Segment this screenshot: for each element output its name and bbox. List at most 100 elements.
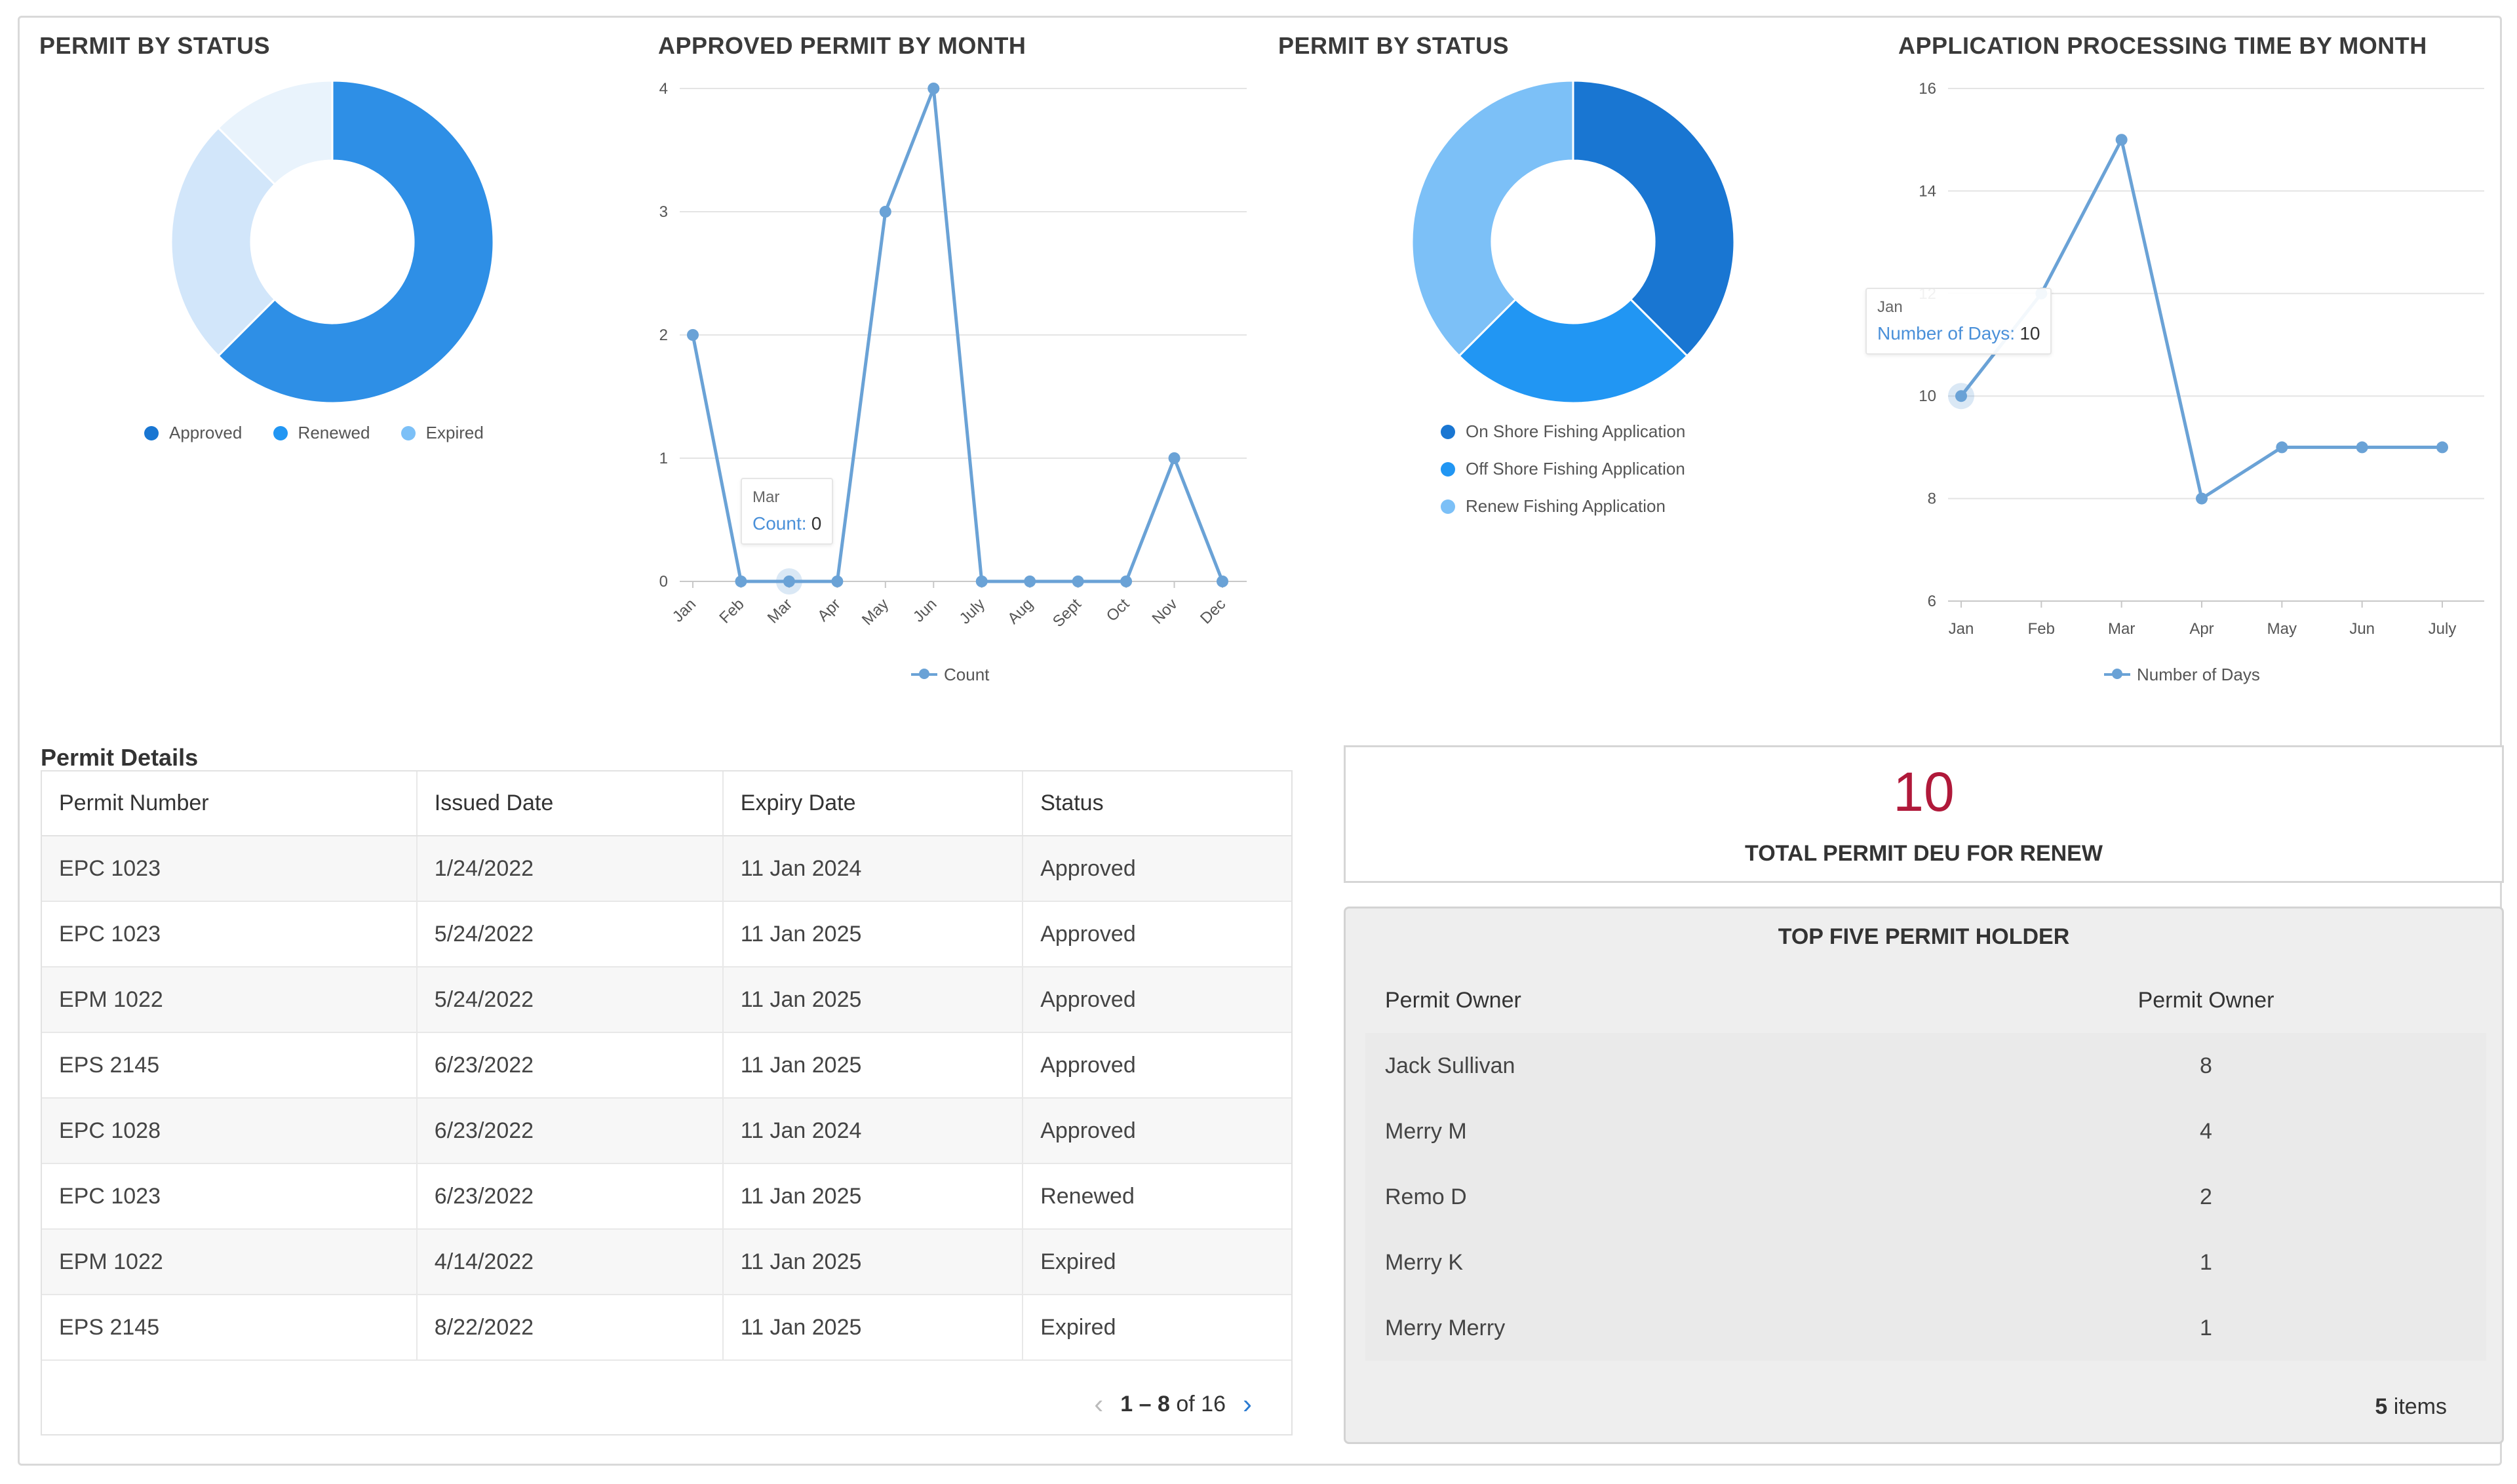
legend-item-on-shore[interactable]: On Shore Fishing Application [1441, 421, 1685, 442]
table-cell: Approved [1023, 1032, 1291, 1099]
pager-total: of 16 [1176, 1391, 1226, 1416]
table-header-row: Permit Owner Permit Owner [1365, 967, 2486, 1033]
tooltip-month: Jan [1877, 298, 1903, 316]
pager-range: 1 – 8 [1120, 1391, 1170, 1416]
x-tick-label: July [2429, 620, 2457, 638]
table-cell: EPC 1023 [42, 901, 418, 967]
legend-dot-icon [1441, 499, 1455, 514]
column-header-owner[interactable]: Permit Owner [1385, 987, 1521, 1013]
approved-by-month-tooltip: Mar Count: 0 [741, 478, 834, 545]
column-header-permit-number[interactable]: Permit Number [42, 771, 418, 836]
data-point [831, 576, 844, 587]
legend-label: On Shore Fishing Application [1466, 421, 1686, 441]
permit-count: 1 [1926, 1295, 2486, 1361]
table-cell: Renewed [1023, 1163, 1291, 1230]
owner-name: Merry K [1365, 1230, 1926, 1295]
table-cell: EPC 1023 [42, 1163, 418, 1230]
table-cell: EPM 1022 [42, 1229, 418, 1295]
legend-label: Renewed [298, 423, 370, 442]
data-point [735, 576, 747, 587]
table-row[interactable]: EPM 1022 4/14/2022 11 Jan 2025 Expired [42, 1229, 1291, 1295]
permit-count: 1 [1926, 1230, 2486, 1295]
table-row[interactable]: EPC 1023 6/23/2022 11 Jan 2025 Renewed [42, 1163, 1291, 1230]
table-cell: 5/24/2022 [416, 901, 724, 967]
legend-item-off-shore[interactable]: Off Shore Fishing Application [1441, 459, 1685, 479]
x-tick-label: Apr [2189, 620, 2214, 638]
chart-title-permit-status-2: PERMIT BY STATUS [1278, 32, 1510, 59]
owner-name: Merry M [1365, 1099, 1926, 1164]
donut-slice-off-shore-fishing-application [1457, 298, 1689, 404]
owner-name: Merry Merry [1365, 1295, 1926, 1361]
y-tick-label: 8 [1928, 490, 1936, 508]
owner-name: Remo D [1365, 1164, 1926, 1230]
hover-halo [775, 568, 802, 595]
legend-label: Renew Fishing Application [1466, 496, 1666, 516]
permit-status-2-legend: On Shore Fishing Application Off Shore F… [1441, 421, 1711, 534]
legend-item-renew[interactable]: Renew Fishing Application [1441, 496, 1685, 517]
y-tick-label: 10 [1919, 387, 1936, 405]
legend-dot-icon [400, 425, 416, 440]
table-cell: 4/14/2022 [416, 1229, 724, 1295]
data-point [1024, 576, 1036, 587]
legend-label: Off Shore Fishing Application [1466, 459, 1685, 478]
donut-slice-approved [216, 79, 495, 404]
approved-by-month-legend[interactable]: Count [911, 660, 1015, 685]
column-header-count[interactable]: Permit Owner [2137, 987, 2274, 1013]
table-cell: EPS 2145 [42, 1032, 418, 1099]
table-row[interactable]: EPS 2145 6/23/2022 11 Jan 2025 Approved [42, 1032, 1291, 1099]
y-tick-label: 14 [1919, 182, 1936, 200]
table-cell: Approved [1023, 901, 1291, 967]
table-cell: Approved [1023, 1098, 1291, 1164]
data-point [975, 576, 988, 587]
table-cell: 11 Jan 2025 [722, 901, 1024, 967]
legend-item-approved[interactable]: Approved [144, 423, 242, 443]
table-cell: 11 Jan 2024 [722, 836, 1024, 902]
processing-time-legend[interactable]: Number of Days [2104, 660, 2286, 685]
y-tick-label: 6 [1928, 593, 1936, 610]
table-row[interactable]: EPS 2145 8/22/2022 11 Jan 2025 Expired [42, 1295, 1291, 1361]
legend-item-renewed[interactable]: Renewed [273, 423, 370, 443]
permit-status-legend: Approved Renewed Expired [144, 423, 510, 445]
top-five-table: Permit Owner Permit Owner Jack Sullivan 8… [1365, 967, 2486, 1361]
table-row[interactable]: EPC 1023 1/24/2022 11 Jan 2024 Approved [42, 836, 1291, 902]
table-cell: 11 Jan 2024 [722, 1098, 1024, 1164]
legend-label: Count [944, 664, 990, 684]
data-point [1072, 576, 1084, 587]
donut-slice-expired [216, 79, 334, 186]
top-five-title: TOP FIVE PERMIT HOLDER [1778, 924, 2070, 949]
y-tick-label: 4 [659, 80, 668, 98]
table-cell: EPS 2145 [42, 1295, 418, 1361]
y-tick-label: 1 [659, 450, 668, 467]
data-point [2436, 441, 2448, 454]
processing-time-tooltip: Jan Number of Days: 10 [1865, 288, 2052, 355]
table-cell: 11 Jan 2025 [722, 1032, 1024, 1099]
column-header-status[interactable]: Status [1023, 771, 1291, 836]
y-tick-label: 0 [659, 573, 668, 591]
chevron-left-icon[interactable]: ‹ [1094, 1388, 1104, 1419]
table-cell: 5/24/2022 [416, 967, 724, 1033]
table-row[interactable]: EPC 1023 5/24/2022 11 Jan 2025 Approved [42, 901, 1291, 967]
chevron-right-icon[interactable]: › [1243, 1388, 1252, 1419]
column-header-issued-date[interactable]: Issued Date [416, 771, 724, 836]
list-item[interactable]: Jack Sullivan 8 [1365, 1033, 2486, 1099]
list-item[interactable]: Merry Merry 1 [1365, 1295, 2486, 1361]
line-marker-icon [911, 669, 937, 679]
table-cell: EPC 1028 [42, 1098, 418, 1164]
tooltip-key: Number of Days: [1877, 323, 2016, 343]
permit-count: 8 [1926, 1033, 2486, 1099]
kpi-card: 10 TOTAL PERMIT DEU FOR RENEW [1344, 745, 2504, 883]
column-header-expiry-date[interactable]: Expiry Date [722, 771, 1024, 836]
table-cell: 6/23/2022 [416, 1032, 724, 1099]
legend-item-expired[interactable]: Expired [400, 423, 484, 443]
data-point [2276, 441, 2288, 454]
table-row[interactable]: EPC 1028 6/23/2022 11 Jan 2024 Approved [42, 1098, 1291, 1164]
items-count-label: items [2393, 1394, 2447, 1419]
donut-slice-renew-fishing-application [1411, 79, 1574, 358]
data-point [2356, 441, 2368, 454]
series-line [691, 88, 1224, 583]
table-row[interactable]: EPM 1022 5/24/2022 11 Jan 2025 Approved [42, 967, 1291, 1033]
tooltip-value: 0 [811, 513, 822, 534]
